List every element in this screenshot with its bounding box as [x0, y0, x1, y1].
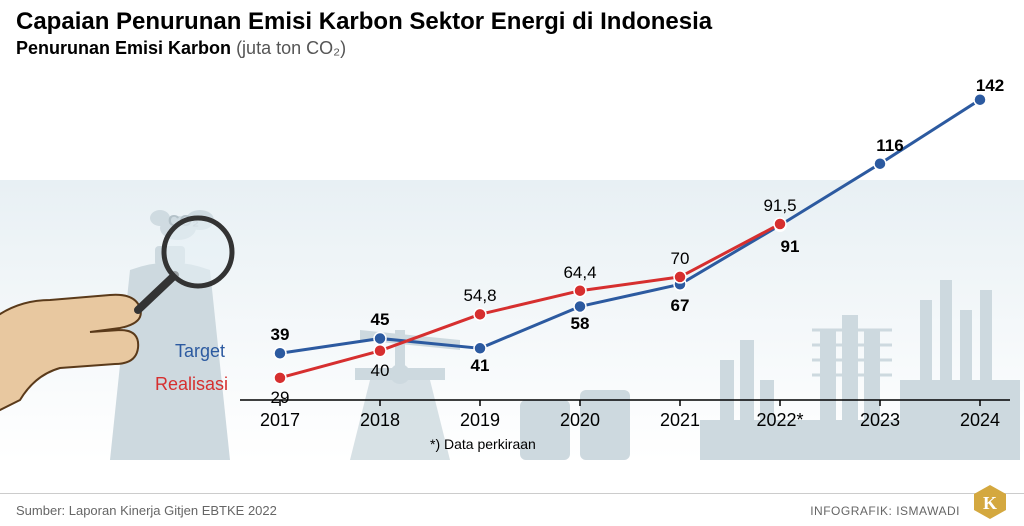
x-axis-year: 2019 — [460, 410, 500, 431]
footer-divider — [0, 493, 1024, 494]
realisasi-value-label: 91,5 — [763, 196, 796, 216]
target-value-label: 39 — [271, 325, 290, 345]
chart-area: CO₂ — [0, 70, 1024, 460]
x-axis-year: 2024 — [960, 410, 1000, 431]
line-chart — [0, 70, 1024, 460]
chart-title: Capaian Penurunan Emisi Karbon Sektor En… — [16, 8, 712, 36]
x-axis-year: 2021 — [660, 410, 700, 431]
target-value-label: 67 — [671, 296, 690, 316]
x-axis-year: 2023 — [860, 410, 900, 431]
publisher-logo: K — [972, 484, 1008, 520]
legend-realisasi: Realisasi — [155, 374, 228, 395]
subtitle-bold: Penurunan Emisi Karbon — [16, 38, 231, 58]
realisasi-value-label: 64,4 — [563, 263, 596, 283]
realisasi-value-label: 70 — [671, 249, 690, 269]
svg-text:K: K — [983, 493, 997, 513]
x-axis-year: 2022* — [756, 410, 803, 431]
target-value-label: 45 — [371, 310, 390, 330]
x-axis-year: 2018 — [360, 410, 400, 431]
realisasi-value-label: 54,8 — [463, 286, 496, 306]
target-value-label: 116 — [876, 136, 903, 156]
x-axis-year: 2017 — [260, 410, 300, 431]
target-value-label: 41 — [471, 356, 490, 376]
x-axis-year: 2020 — [560, 410, 600, 431]
subtitle-unit: (juta ton CO₂) — [236, 38, 346, 58]
source-text: Sumber: Laporan Kinerja Gitjen EBTKE 202… — [16, 503, 277, 518]
footnote: *) Data perkiraan — [430, 436, 536, 452]
target-value-label: 91 — [781, 237, 800, 257]
realisasi-value-label: 40 — [371, 361, 390, 381]
target-value-label: 142 — [976, 76, 1004, 96]
credit-text: INFOGRAFIK: ISMAWADI — [810, 504, 960, 518]
realisasi-value-label: 29 — [271, 388, 290, 408]
legend-target: Target — [175, 341, 225, 362]
chart-subtitle: Penurunan Emisi Karbon (juta ton CO₂) — [16, 38, 346, 59]
target-value-label: 58 — [571, 314, 590, 334]
